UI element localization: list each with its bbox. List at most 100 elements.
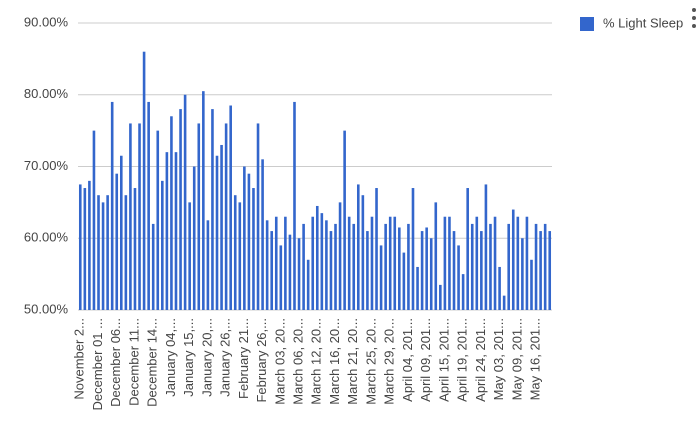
bar — [206, 220, 210, 310]
bar — [502, 295, 506, 310]
bar — [516, 216, 520, 310]
x-tick-label: May 03, 201... — [491, 318, 506, 400]
bar — [466, 188, 469, 310]
bar — [284, 216, 287, 310]
bar — [416, 266, 419, 310]
x-tick-label: December 06... — [108, 318, 123, 407]
bar — [233, 195, 237, 310]
x-tick-label: May 16, 201... — [527, 318, 542, 400]
x-tick-label: February 26,... — [254, 318, 269, 403]
bar — [88, 180, 91, 310]
bar — [393, 216, 397, 310]
bar — [484, 184, 488, 310]
bar — [366, 231, 369, 310]
x-tick-label: January 04,... — [163, 318, 178, 397]
x-tick-label: March 12, 20... — [309, 318, 324, 405]
x-tick-label: March 29, 20... — [382, 318, 397, 405]
bar — [224, 123, 228, 310]
bar — [498, 266, 501, 310]
x-tick-label: January 20,... — [199, 318, 214, 397]
bar — [480, 231, 483, 310]
bar — [329, 231, 333, 310]
bar — [265, 220, 269, 310]
bar — [192, 166, 196, 310]
bar — [165, 152, 169, 310]
bar — [320, 213, 324, 310]
bar — [297, 238, 301, 310]
x-tick-label: April 04, 201... — [400, 318, 415, 402]
bar — [338, 202, 342, 310]
legend-label: % Light Sleep — [603, 15, 683, 30]
x-tick-label: April 15, 201... — [436, 318, 451, 402]
bar — [215, 155, 219, 310]
bar — [311, 216, 315, 310]
bar — [115, 173, 119, 310]
menu-icon[interactable] — [692, 8, 696, 28]
bar — [356, 184, 360, 310]
bar — [174, 152, 178, 310]
bar — [507, 223, 511, 310]
bar — [411, 188, 415, 310]
bar — [548, 231, 552, 310]
bar — [197, 123, 201, 310]
bar — [429, 238, 433, 310]
bar — [124, 195, 128, 310]
bar — [161, 180, 164, 310]
bar — [220, 144, 223, 310]
x-tick-label: April 19, 201... — [455, 318, 470, 402]
bar — [188, 202, 191, 310]
bar — [475, 216, 479, 310]
bar — [352, 223, 356, 310]
x-tick-label: March 25, 20... — [363, 318, 378, 405]
bar — [306, 259, 310, 310]
x-tick-label: December 01 ... — [90, 318, 105, 411]
bar — [443, 216, 447, 310]
bar — [434, 202, 438, 310]
bar — [106, 195, 109, 310]
bar — [211, 109, 214, 310]
bar — [539, 231, 542, 310]
bar — [343, 130, 346, 310]
bar — [97, 195, 100, 310]
bar — [183, 94, 187, 310]
bar — [110, 101, 114, 310]
bar — [247, 173, 251, 310]
bar — [170, 116, 173, 311]
bar — [142, 51, 146, 310]
bar — [457, 245, 460, 310]
bar — [252, 188, 255, 310]
bar — [521, 238, 524, 310]
bar — [489, 223, 492, 310]
x-tick-label: March 03, 20... — [272, 318, 287, 405]
bar — [425, 227, 428, 310]
bar — [534, 223, 538, 310]
bar — [243, 166, 246, 310]
bar — [379, 245, 383, 310]
bar — [375, 188, 378, 310]
bar — [270, 231, 274, 310]
x-tick-label: May 09, 201... — [509, 318, 524, 400]
bar — [92, 130, 96, 310]
bar — [347, 216, 351, 310]
bar — [83, 188, 87, 310]
bar — [147, 101, 150, 310]
bar — [274, 216, 278, 310]
bar — [229, 105, 232, 310]
x-tick-label: November 2... — [72, 318, 87, 400]
bar — [302, 223, 305, 310]
x-tick-label: January 26,... — [218, 318, 233, 397]
bar — [439, 284, 442, 310]
bar — [398, 227, 401, 310]
x-tick-label: April 24, 201... — [473, 318, 488, 402]
bar — [315, 205, 319, 310]
bar — [525, 216, 529, 310]
bar — [370, 216, 374, 310]
bar — [511, 209, 515, 310]
bar — [119, 155, 123, 310]
bar — [238, 202, 242, 310]
x-tick-label: December 11... — [126, 318, 141, 406]
bar — [101, 202, 105, 310]
bar — [156, 130, 160, 310]
y-tick-label: 50.00% — [24, 301, 69, 316]
